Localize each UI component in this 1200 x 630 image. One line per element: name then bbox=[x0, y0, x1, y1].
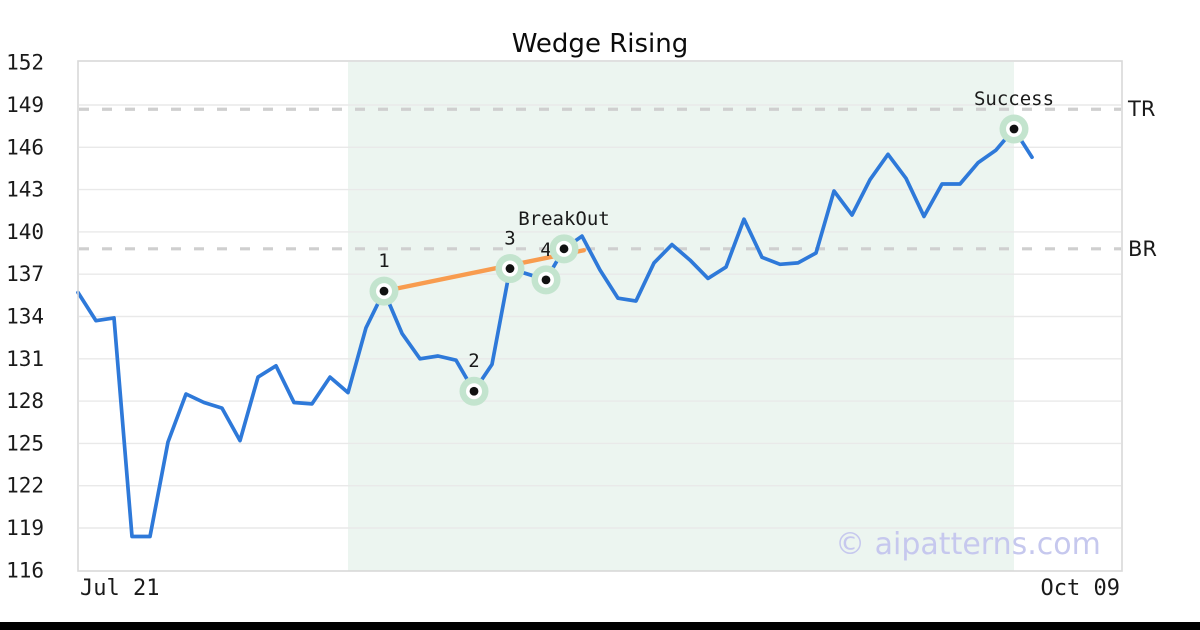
price-line bbox=[76, 127, 1034, 539]
br-level-label: BR bbox=[1128, 237, 1157, 261]
bottom-bar bbox=[0, 622, 1200, 630]
chart-title: Wedge Rising bbox=[512, 29, 689, 59]
y-tick-label-149: 149 bbox=[6, 93, 44, 117]
y-tick-label-125: 125 bbox=[6, 431, 44, 455]
y-tick-label-131: 131 bbox=[6, 347, 44, 371]
marker-label-Success: Success bbox=[974, 88, 1054, 110]
watermark: © aipatterns.com bbox=[835, 527, 1101, 562]
wedge-trendline bbox=[381, 248, 586, 294]
y-tick-label-143: 143 bbox=[6, 178, 44, 202]
y-tick-label-146: 146 bbox=[6, 135, 44, 159]
y-tick-label-128: 128 bbox=[6, 389, 44, 413]
marker-label-3: 3 bbox=[504, 228, 515, 250]
marker-label-2: 2 bbox=[468, 350, 479, 372]
y-tick-label-137: 137 bbox=[6, 262, 44, 286]
y-tick-label-140: 140 bbox=[6, 220, 44, 244]
marker-dot-BreakOut bbox=[559, 244, 569, 254]
marker-label-4: 4 bbox=[540, 239, 551, 261]
y-tick-label-122: 122 bbox=[6, 474, 44, 498]
x-tick-label-start: Jul 21 bbox=[80, 576, 159, 601]
marker-label-BreakOut: BreakOut bbox=[518, 208, 610, 230]
marker-dot-Success bbox=[1009, 124, 1019, 134]
y-tick-label-119: 119 bbox=[6, 516, 44, 540]
marker-dot-3 bbox=[505, 264, 515, 273]
x-tick-label-end: Oct 09 bbox=[1041, 576, 1120, 601]
marker-label-1: 1 bbox=[378, 250, 389, 272]
y-tick-label-134: 134 bbox=[6, 305, 44, 329]
marker-dot-4 bbox=[541, 275, 551, 285]
marker-dot-1 bbox=[379, 286, 389, 296]
plot-border bbox=[77, 60, 1123, 572]
tr-level-label: TR bbox=[1127, 97, 1155, 121]
y-tick-label-116: 116 bbox=[6, 558, 44, 582]
y-tick-label-152: 152 bbox=[6, 51, 44, 75]
marker-dot-2 bbox=[469, 386, 479, 396]
